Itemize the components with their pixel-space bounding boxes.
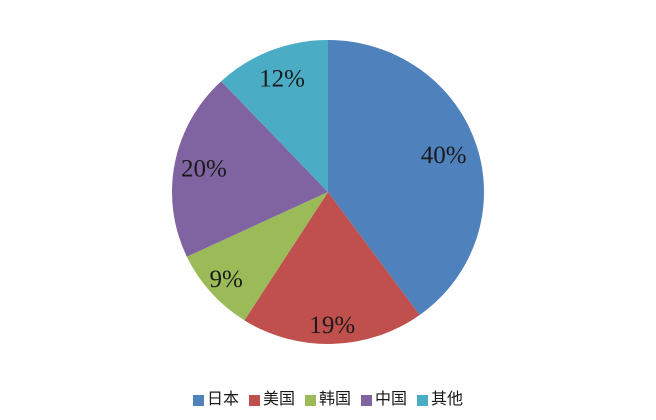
legend-item: 中国 (361, 390, 407, 410)
pie-slice-2 (244, 192, 420, 344)
pie-slice-5 (221, 40, 328, 192)
legend-label: 韩国 (318, 391, 351, 408)
pie-slice-1 (328, 40, 484, 315)
legend-swatch-icon (304, 394, 316, 406)
slice-data-label: 40% (421, 142, 467, 169)
legend-item: 美国 (248, 390, 295, 410)
pie-slice-3 (186, 192, 328, 321)
legend-item: 韩国 (304, 390, 351, 410)
legend-label: 其他 (431, 391, 464, 408)
legend-swatch-icon (417, 394, 429, 406)
pie-slice-4 (172, 81, 328, 257)
legend-label: 美国 (262, 391, 295, 408)
legend-label: 日本 (206, 391, 239, 408)
legend-swatch-icon (192, 394, 204, 406)
slice-data-label: 19% (309, 312, 355, 339)
legend-item: 其他 (417, 390, 463, 410)
slice-data-label: 9% (210, 266, 243, 293)
slice-data-label: 12% (259, 65, 305, 92)
legend-swatch-icon (248, 394, 260, 406)
legend-item: 日本 (192, 390, 239, 410)
legend-label: 中国 (375, 391, 408, 408)
legend-swatch-icon (361, 394, 372, 406)
chart-legend: 日本 美国 韩国 中国 其他 (0, 390, 656, 410)
slice-data-label: 20% (181, 155, 227, 182)
